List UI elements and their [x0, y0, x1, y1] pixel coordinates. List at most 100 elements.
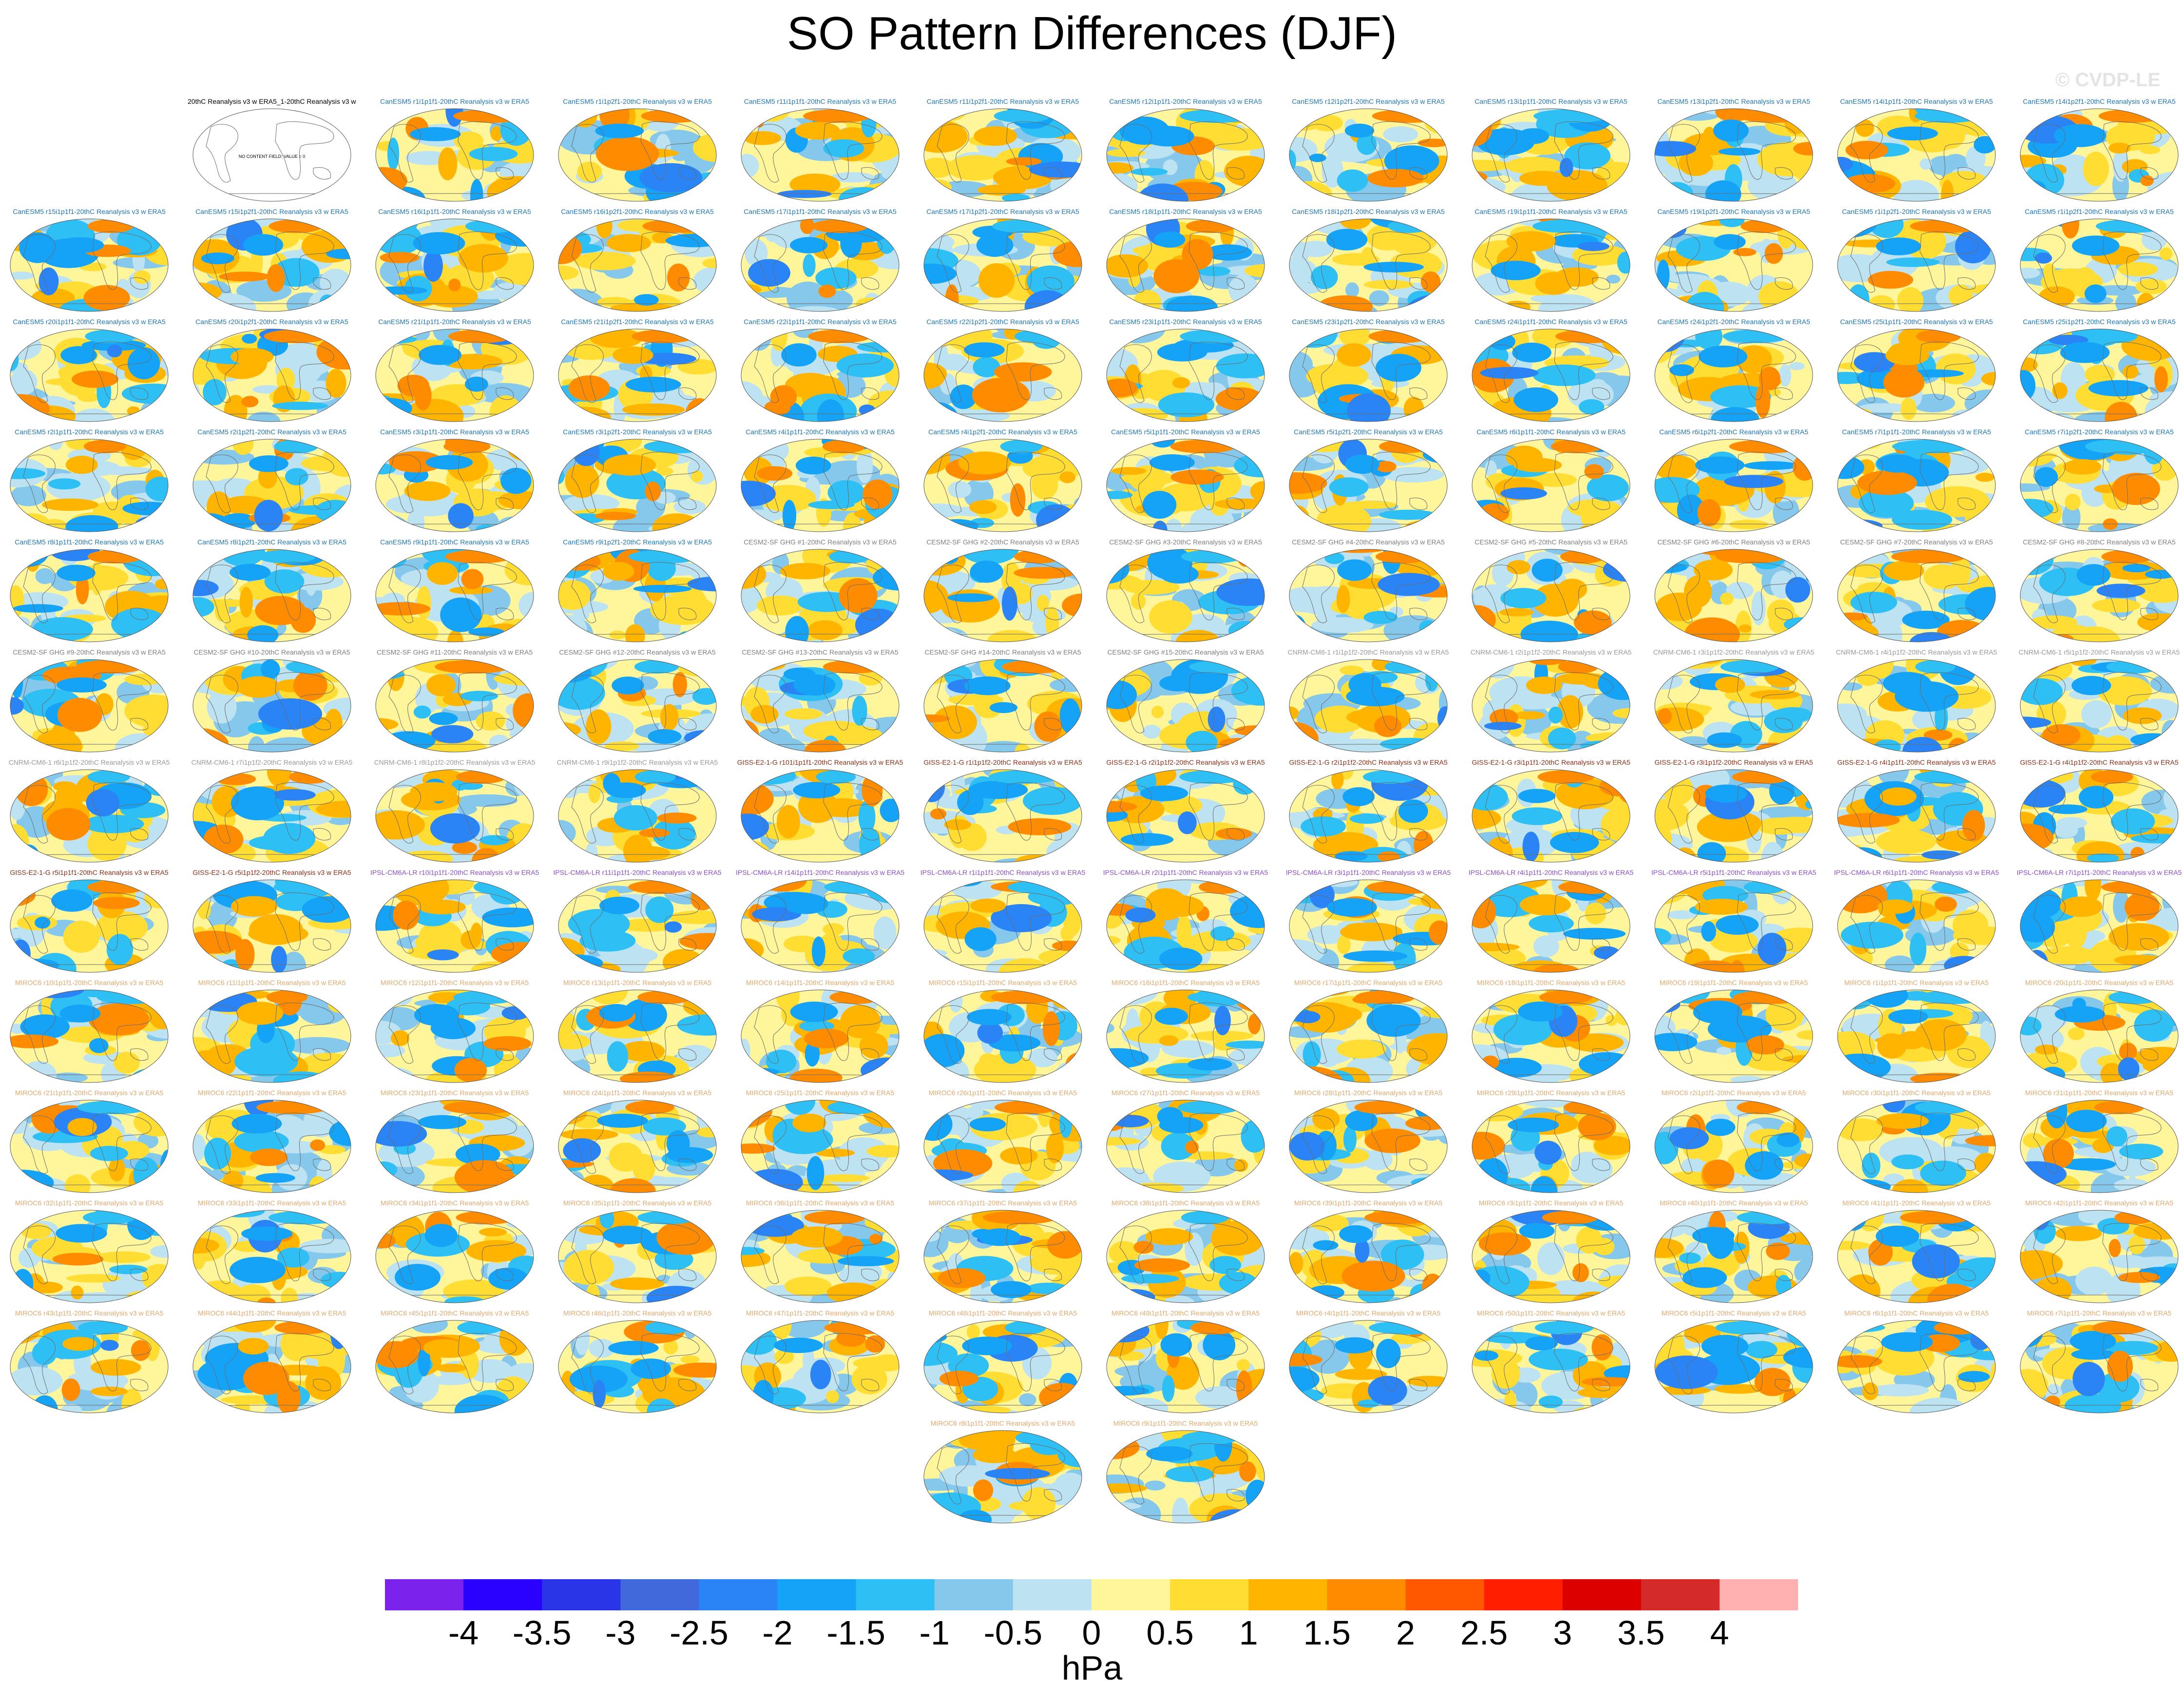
panel-label: CanESM5 r2i1p2f1-20thC Reanalysis v3 w E…: [197, 428, 346, 436]
map-panel: CESM2-SF GHG #12-20thC Reanalysis v3 w E…: [553, 648, 722, 756]
map-panel: CanESM5 r17i1p2f1-20thC Reanalysis v3 w …: [919, 208, 1087, 316]
panel-label: MIROC6 r12i1p1f1-20thC Reanalysis v3 w E…: [380, 979, 529, 986]
colorbar-tick-label: 0: [1082, 1614, 1101, 1652]
map-globe: [1837, 329, 1996, 422]
map-panel: MIROC6 r42i1p1f1-20thC Reanalysis v3 w E…: [2015, 1199, 2184, 1307]
map-panel: IPSL-CM6A-LR r2i1p1f1-20thC Reanalysis v…: [1101, 869, 1270, 977]
panel-label: CanESM5 r22i1p1f1-20thC Reanalysis v3 w …: [744, 318, 897, 326]
panel-label: CanESM5 r17i1p2f1-20thC Reanalysis v3 w …: [926, 208, 1079, 215]
panel-label: GISS-E2-1-G r1i1p1f2-20thC Reanalysis v3…: [923, 758, 1082, 766]
map-panel: MIROC6 r6i1p1f1-20thC Reanalysis v3 w ER…: [1832, 1309, 2001, 1417]
map-panel: CanESM5 r23i1p1f1-20thC Reanalysis v3 w …: [1101, 318, 1270, 426]
panel-label: MIROC6 r22i1p1f1-20thC Reanalysis v3 w E…: [197, 1089, 346, 1097]
map-globe: [1837, 439, 1996, 532]
panel-label: CanESM5 r2i1p1f1-20thC Reanalysis v3 w E…: [15, 428, 164, 436]
map-globe: [1106, 1100, 1265, 1193]
map-globe: [10, 989, 169, 1083]
panel-label: MIROC6 r39i1p1f1-20thC Reanalysis v3 w E…: [1294, 1199, 1443, 1207]
panel-label: MIROC6 r17i1p1f1-20thC Reanalysis v3 w E…: [1294, 979, 1443, 986]
map-globe: [10, 1320, 169, 1413]
map-globe: [1654, 439, 1813, 532]
panel-label: CanESM5 r23i1p1f1-20thC Reanalysis v3 w …: [1109, 318, 1262, 326]
panel-label: MIROC6 r27i1p1f1-20thC Reanalysis v3 w E…: [1111, 1089, 1260, 1097]
map-globe: [1289, 329, 1448, 422]
panel-label: GISS-E2-1-G r5i1p1f1-20thC Reanalysis v3…: [10, 869, 169, 876]
map-panel: CanESM5 r21i1p1f1-20thC Reanalysis v3 w …: [370, 318, 539, 426]
panel-label: IPSL-CM6A-LR r11i1p1f1-20thC Reanalysis …: [553, 869, 722, 876]
map-globe: [1654, 1100, 1813, 1193]
map-panel: CanESM5 r23i1p2f1-20thC Reanalysis v3 w …: [1284, 318, 1453, 426]
map-panel: CNRM-CM6-1 r4i1p1f2-20thC Reanalysis v3 …: [1832, 648, 2001, 756]
map-panel: CanESM5 r9i1p1f1-20thC Reanalysis v3 w E…: [370, 538, 539, 646]
map-panel: MIROC6 r5i1p1f1-20thC Reanalysis v3 w ER…: [1649, 1309, 1818, 1417]
panel-label: CanESM5 r11i1p1f1-20thC Reanalysis v3 w …: [744, 97, 897, 105]
map-panel: CanESM5 r15i1p1f1-20thC Reanalysis v3 w …: [5, 208, 173, 316]
map-globe: [2020, 549, 2179, 642]
map-globe: [1106, 989, 1265, 1083]
map-globe: [923, 659, 1082, 753]
map-panel: CanESM5 r6i1p1f1-20thC Reanalysis v3 w E…: [1467, 428, 1635, 536]
panel-label: CanESM5 r15i1p2f1-20thC Reanalysis v3 w …: [195, 208, 348, 215]
panel-label: CESM2-SF GHG #6-20thC Reanalysis v3 w ER…: [1657, 538, 1810, 546]
panel-label: CanESM5 r6i1p2f1-20thC Reanalysis v3 w E…: [1659, 428, 1808, 436]
map-panel: MIROC6 r8i1p1f1-20thC Reanalysis v3 w ER…: [919, 1419, 1087, 1528]
map-panel: CanESM5 r14i1p1f1-20thC Reanalysis v3 w …: [1832, 97, 2001, 206]
map-globe: [375, 769, 534, 863]
map-panel: MIROC6 r36i1p1f1-20thC Reanalysis v3 w E…: [736, 1199, 904, 1307]
map-panel: IPSL-CM6A-LR r7i1p1f1-20thC Reanalysis v…: [2015, 869, 2184, 977]
map-panel: MIROC6 r27i1p1f1-20thC Reanalysis v3 w E…: [1101, 1089, 1270, 1197]
map-globe: [375, 329, 534, 422]
map-panel: MIROC6 r45i1p1f1-20thC Reanalysis v3 w E…: [370, 1309, 539, 1417]
map-panel: IPSL-CM6A-LR r6i1p1f1-20thC Reanalysis v…: [1832, 869, 2001, 977]
map-globe: [192, 439, 351, 532]
panel-label: CanESM5 r3i1p1f1-20thC Reanalysis v3 w E…: [380, 428, 529, 436]
map-panel: CanESM5 r3i1p1f1-20thC Reanalysis v3 w E…: [370, 428, 539, 536]
map-globe: [1472, 1210, 1630, 1303]
panel-label: GISS-E2-1-G r3i1p1f1-20thC Reanalysis v3…: [1472, 758, 1630, 766]
map-panel: CanESM5 r16i1p1f1-20thC Reanalysis v3 w …: [370, 208, 539, 316]
map-globe: [1654, 769, 1813, 863]
map-panel: IPSL-CM6A-LR r5i1p1f1-20thC Reanalysis v…: [1649, 869, 1818, 977]
panel-label: CanESM5 r21i1p1f1-20thC Reanalysis v3 w …: [378, 318, 531, 326]
map-globe: [10, 769, 169, 863]
map-globe: [2020, 1210, 2179, 1303]
map-panel: CESM2-SF GHG #7-20thC Reanalysis v3 w ER…: [1832, 538, 2001, 646]
panel-label: CanESM5 r19i1p1f1-20thC Reanalysis v3 w …: [1475, 208, 1628, 215]
map-panel: MIROC6 r15i1p1f1-20thC Reanalysis v3 w E…: [919, 979, 1087, 1087]
map-globe: [1837, 769, 1996, 863]
map-panel: CESM2-SF GHG #8-20thC Reanalysis v3 w ER…: [2015, 538, 2184, 646]
watermark: © CVDP-LE: [2055, 69, 2161, 91]
panel-label: CESM2-SF GHG #11-20thC Reanalysis v3 w E…: [376, 648, 533, 656]
panel-label: CanESM5 r16i1p2f1-20thC Reanalysis v3 w …: [561, 208, 714, 215]
map-panel: GISS-E2-1-G r3i1p1f1-20thC Reanalysis v3…: [1467, 758, 1635, 867]
map-globe: [375, 989, 534, 1083]
map-panel: CESM2-SF GHG #2-20thC Reanalysis v3 w ER…: [919, 538, 1087, 646]
map-globe: [1654, 989, 1813, 1083]
panel-label: GISS-E2-1-G r3i1p1f2-20thC Reanalysis v3…: [1654, 758, 1813, 766]
map-globe: [558, 1320, 717, 1413]
map-globe: [1837, 879, 1996, 973]
map-globe: [10, 439, 169, 532]
map-panel: MIROC6 r23i1p1f1-20thC Reanalysis v3 w E…: [370, 1089, 539, 1197]
map-globe: [1837, 218, 1996, 312]
map-globe: [375, 659, 534, 753]
map-globe: [923, 1210, 1082, 1303]
panel-label: MIROC6 r30i1p1f1-20thC Reanalysis v3 w E…: [1842, 1089, 1991, 1097]
map-panel: CESM2-SF GHG #6-20thC Reanalysis v3 w ER…: [1649, 538, 1818, 646]
map-globe: [1472, 1320, 1630, 1413]
map-globe: [2020, 1100, 2179, 1193]
panel-label: CanESM5 r15i1p1f1-20thC Reanalysis v3 w …: [13, 208, 166, 215]
panel-label: CanESM5 r11i1p2f1-20thC Reanalysis v3 w …: [926, 97, 1079, 105]
map-globe: [375, 108, 534, 202]
map-globe: [10, 1210, 169, 1303]
map-globe: [2020, 659, 2179, 753]
panel-label: MIROC6 r3i1p1f1-20thC Reanalysis v3 w ER…: [1478, 1199, 1624, 1207]
map-globe: [741, 218, 900, 312]
map-globe: NO CONTENT FIELD: VALUE = 0: [192, 108, 351, 202]
panel-label: CNRM-CM6-1 r2i1p1f2-20thC Reanalysis v3 …: [1470, 648, 1632, 656]
panel-label: MIROC6 r41i1p1f1-20thC Reanalysis v3 w E…: [1842, 1199, 1991, 1207]
map-panel: CNRM-CM6-1 r6i1p1f2-20thC Reanalysis v3 …: [5, 758, 173, 867]
map-globe: [1837, 1320, 1996, 1413]
panel-label: CESM2-SF GHG #5-20thC Reanalysis v3 w ER…: [1475, 538, 1628, 546]
map-globe: [192, 1320, 351, 1413]
